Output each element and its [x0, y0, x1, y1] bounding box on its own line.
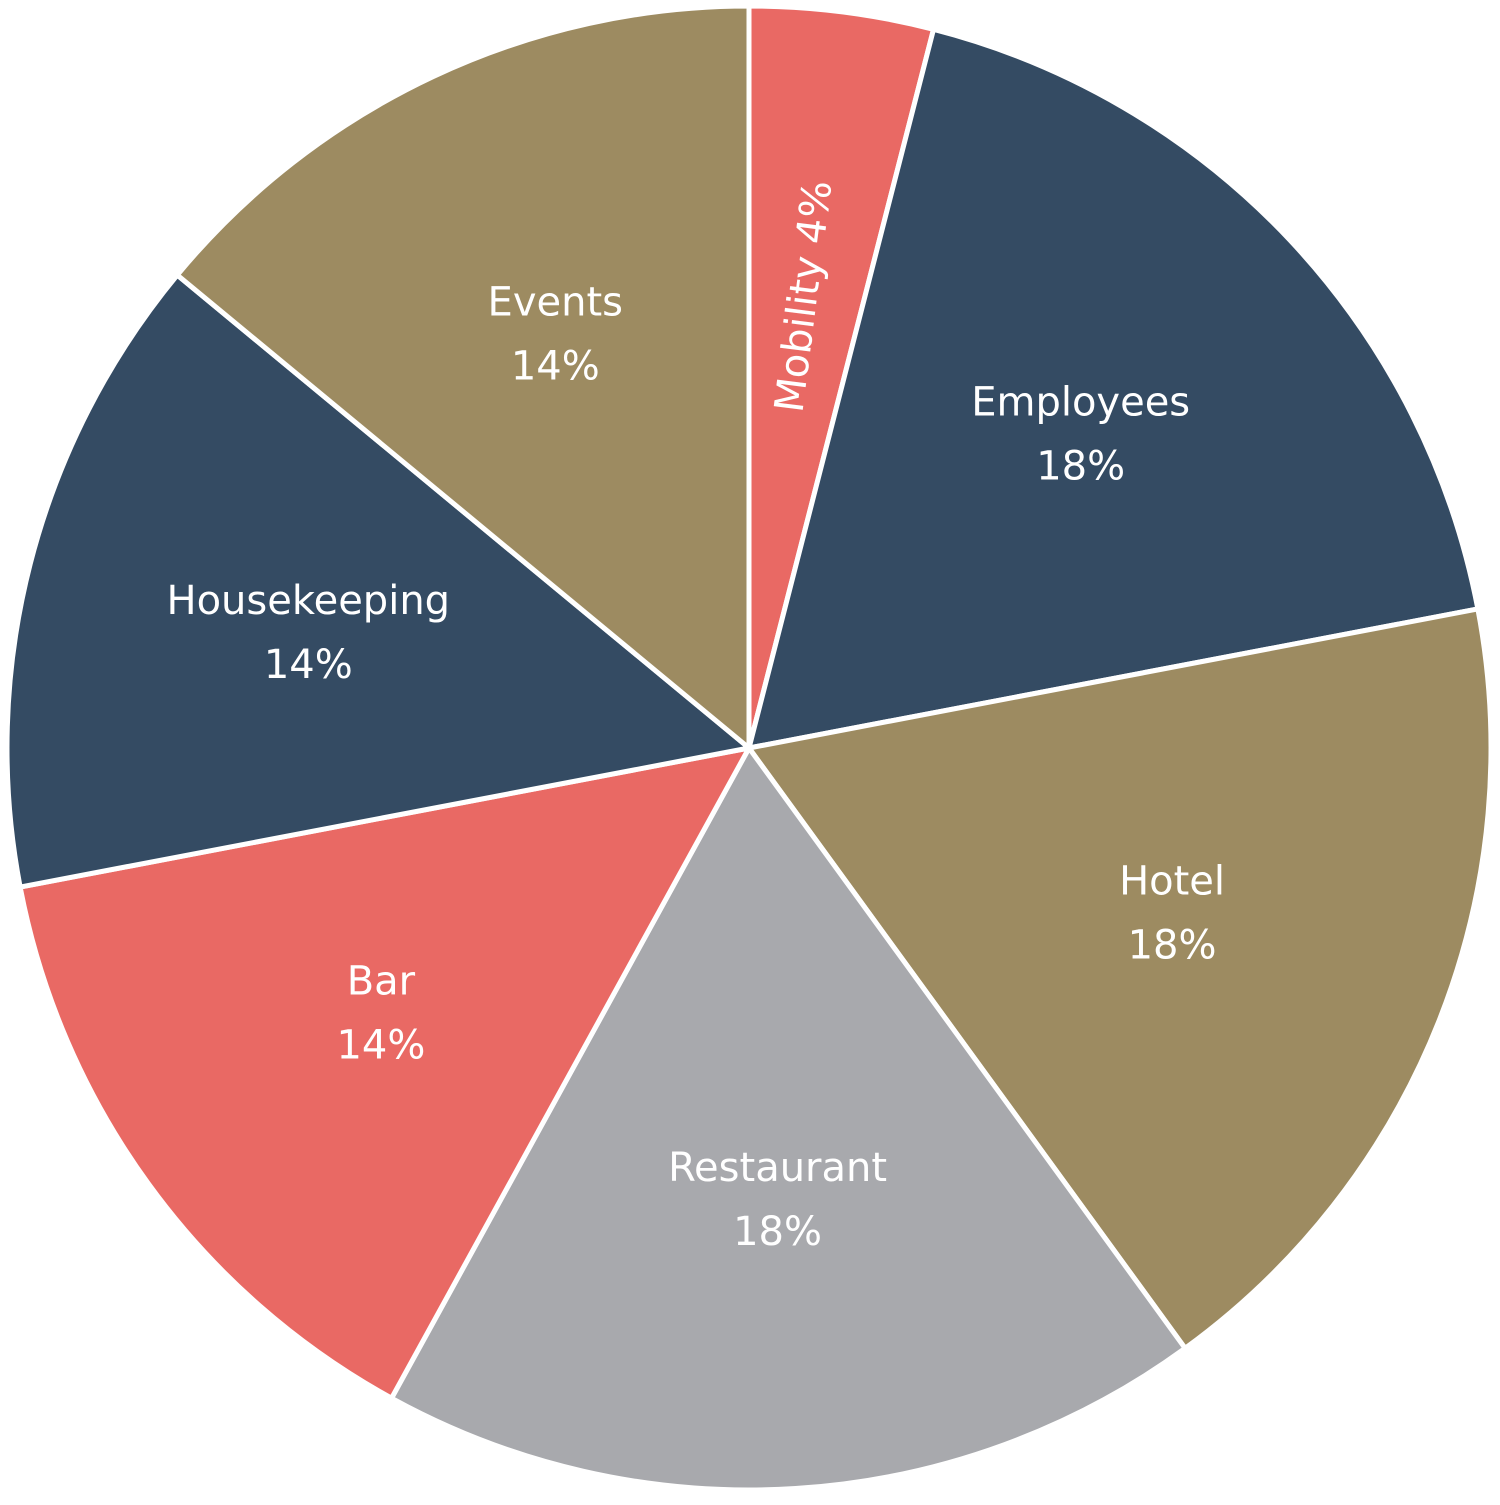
pie-slice	[389, 745, 1188, 1493]
category-label: Hotel	[1119, 858, 1225, 904]
pie-slice	[4, 272, 752, 890]
pie-slice	[174, 3, 752, 751]
pie-slice	[746, 26, 1481, 751]
value-label: 18%	[1128, 922, 1217, 968]
value-label: 18%	[733, 1209, 822, 1255]
value-label: 14%	[511, 343, 600, 389]
pie-slice	[746, 606, 1494, 1351]
category-label: Housekeeping	[167, 578, 451, 624]
category-label: Events	[488, 279, 623, 325]
category-label: Bar	[347, 958, 416, 1004]
value-label: 14%	[336, 1022, 425, 1068]
value-label: 18%	[1036, 444, 1125, 490]
category-label: Restaurant	[668, 1145, 887, 1191]
category-label: Employees	[971, 380, 1190, 426]
value-label: 14%	[264, 642, 353, 688]
pie-slice	[17, 745, 752, 1401]
value-label: 4%	[788, 178, 842, 247]
